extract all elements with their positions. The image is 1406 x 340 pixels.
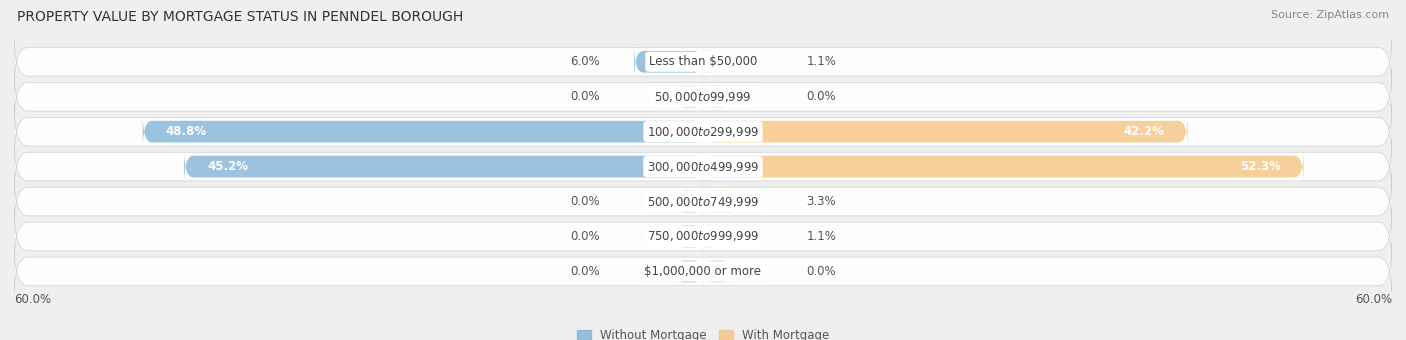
Text: PROPERTY VALUE BY MORTGAGE STATUS IN PENNDEL BOROUGH: PROPERTY VALUE BY MORTGAGE STATUS IN PEN… [17, 10, 463, 24]
Text: 6.0%: 6.0% [569, 55, 599, 68]
FancyBboxPatch shape [14, 174, 1392, 229]
FancyBboxPatch shape [14, 104, 1392, 159]
Text: 1.1%: 1.1% [807, 230, 837, 243]
Text: 0.0%: 0.0% [569, 90, 599, 103]
Text: $1,000,000 or more: $1,000,000 or more [644, 265, 762, 278]
FancyBboxPatch shape [703, 219, 716, 254]
Text: 0.0%: 0.0% [569, 265, 599, 278]
FancyBboxPatch shape [703, 80, 731, 114]
FancyBboxPatch shape [634, 45, 703, 79]
FancyBboxPatch shape [14, 209, 1392, 264]
FancyBboxPatch shape [675, 219, 703, 254]
Text: $50,000 to $99,999: $50,000 to $99,999 [654, 90, 752, 104]
FancyBboxPatch shape [14, 69, 1392, 124]
Text: 45.2%: 45.2% [207, 160, 247, 173]
FancyBboxPatch shape [675, 80, 703, 114]
Text: 0.0%: 0.0% [807, 265, 837, 278]
Text: $500,000 to $749,999: $500,000 to $749,999 [647, 194, 759, 208]
Text: 60.0%: 60.0% [1355, 293, 1392, 306]
Text: 3.3%: 3.3% [807, 195, 837, 208]
Text: 0.0%: 0.0% [569, 230, 599, 243]
Text: $100,000 to $299,999: $100,000 to $299,999 [647, 125, 759, 139]
FancyBboxPatch shape [142, 115, 703, 149]
FancyBboxPatch shape [14, 139, 1392, 194]
Legend: Without Mortgage, With Mortgage: Without Mortgage, With Mortgage [576, 329, 830, 340]
Text: 48.8%: 48.8% [166, 125, 207, 138]
FancyBboxPatch shape [703, 184, 741, 219]
Text: 60.0%: 60.0% [14, 293, 51, 306]
Text: 0.0%: 0.0% [569, 195, 599, 208]
Text: Source: ZipAtlas.com: Source: ZipAtlas.com [1271, 10, 1389, 20]
FancyBboxPatch shape [14, 244, 1392, 299]
Text: 42.2%: 42.2% [1123, 125, 1164, 138]
Text: 52.3%: 52.3% [1240, 160, 1281, 173]
Text: 0.0%: 0.0% [807, 90, 837, 103]
FancyBboxPatch shape [184, 150, 703, 184]
FancyBboxPatch shape [703, 254, 731, 289]
FancyBboxPatch shape [675, 254, 703, 289]
FancyBboxPatch shape [703, 115, 1188, 149]
FancyBboxPatch shape [703, 45, 716, 79]
Text: $300,000 to $499,999: $300,000 to $499,999 [647, 159, 759, 174]
FancyBboxPatch shape [675, 184, 703, 219]
Text: 1.1%: 1.1% [807, 55, 837, 68]
FancyBboxPatch shape [703, 150, 1303, 184]
FancyBboxPatch shape [14, 34, 1392, 89]
Text: Less than $50,000: Less than $50,000 [648, 55, 758, 68]
Text: $750,000 to $999,999: $750,000 to $999,999 [647, 230, 759, 243]
